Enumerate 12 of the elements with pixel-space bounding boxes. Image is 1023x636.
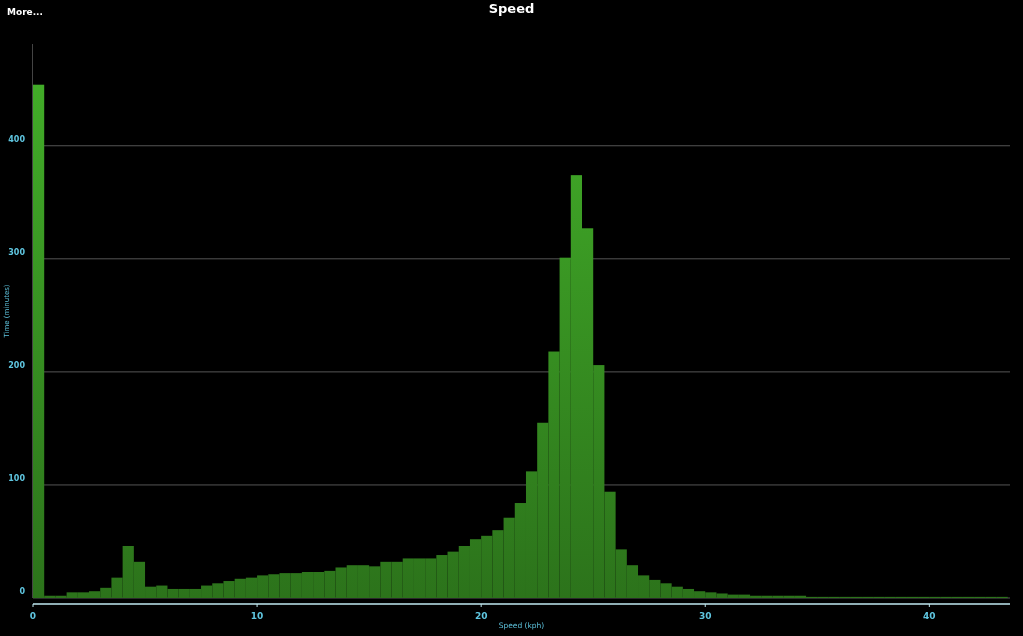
y-tick-label: 300 [8,247,26,257]
text: More... [7,7,43,17]
x-tick-label: 30 [698,611,712,621]
y-tick-label: 400 [8,134,26,144]
y-tick-label: 200 [8,360,26,370]
x-tick-label: 10 [250,611,264,621]
x-tick-label: 20 [474,611,488,621]
y-tick-label: 0 [19,587,26,596]
y-tick-label: 100 [8,473,26,483]
x-tick-label: 0 [29,611,37,621]
chart-title: Speed [488,1,535,16]
x-tick-label: 40 [923,611,936,621]
